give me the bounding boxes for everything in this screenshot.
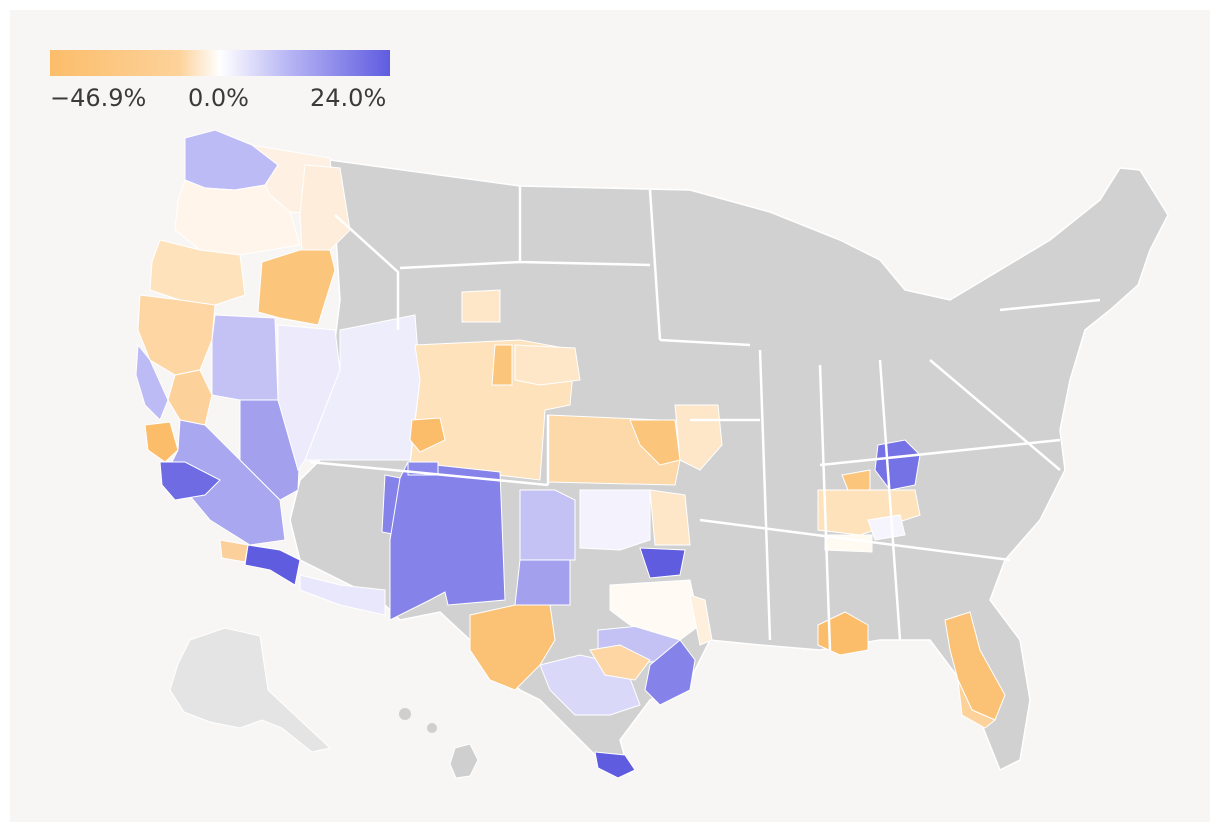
legend-min-label: −46.9% (50, 84, 147, 112)
region-washington-west (184, 129, 279, 191)
hawaii-island-small (427, 723, 437, 733)
region-louisiana-north (689, 594, 713, 646)
alaska-region (169, 627, 332, 753)
state-borders (309, 186, 1101, 651)
region-florida-southwest (957, 679, 996, 729)
legend-mid-label: 0.0% (188, 84, 249, 112)
region-wyoming (304, 314, 421, 461)
region-tennessee-east-white (867, 514, 906, 541)
region-texas-panhandle-south (514, 559, 571, 606)
region-california-central-valley (167, 369, 213, 426)
region-tennessee-south-white (824, 534, 873, 553)
region-colorado-denver (409, 417, 446, 453)
hawaii-region (449, 743, 479, 779)
region-california-san-diego (244, 544, 301, 586)
region-oklahoma-east (649, 489, 691, 546)
region-wyoming-east (461, 289, 501, 323)
region-oklahoma (579, 489, 651, 551)
region-texas-south-coast (594, 751, 636, 779)
region-kansas-east-orange (629, 419, 681, 466)
region-arkansas (609, 579, 701, 641)
region-arizona-west (299, 574, 386, 616)
hawaii-island-small (399, 708, 411, 720)
region-california-bay (135, 343, 169, 421)
region-idaho-south (257, 249, 336, 326)
region-oregon-north (174, 179, 301, 256)
color-legend: −46.9% 0.0% 24.0% (50, 50, 390, 112)
legend-max-label: 24.0% (310, 84, 387, 112)
region-nevada (211, 314, 279, 401)
region-colorado-north-strip (491, 344, 513, 386)
region-oklahoma-border-blue (639, 547, 686, 579)
region-nebraska-south (514, 344, 581, 386)
region-texas-east-orange (589, 644, 651, 681)
legend-gradient-bar (50, 50, 390, 76)
region-new-mexico (389, 461, 506, 621)
region-california-imperial (219, 539, 249, 563)
region-california-central-coast (144, 421, 179, 463)
region-california-la (159, 461, 221, 501)
region-texas-panhandle (519, 489, 576, 561)
